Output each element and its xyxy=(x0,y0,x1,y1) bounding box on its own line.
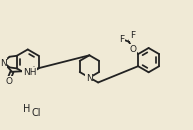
Text: N: N xyxy=(0,59,7,68)
Text: Cl: Cl xyxy=(31,108,41,118)
Text: N: N xyxy=(86,74,93,83)
Text: NH: NH xyxy=(23,68,36,77)
Text: H: H xyxy=(23,104,30,114)
Text: F: F xyxy=(130,31,135,40)
Text: O: O xyxy=(5,77,12,86)
Text: O: O xyxy=(129,45,136,54)
Text: F: F xyxy=(119,35,124,44)
